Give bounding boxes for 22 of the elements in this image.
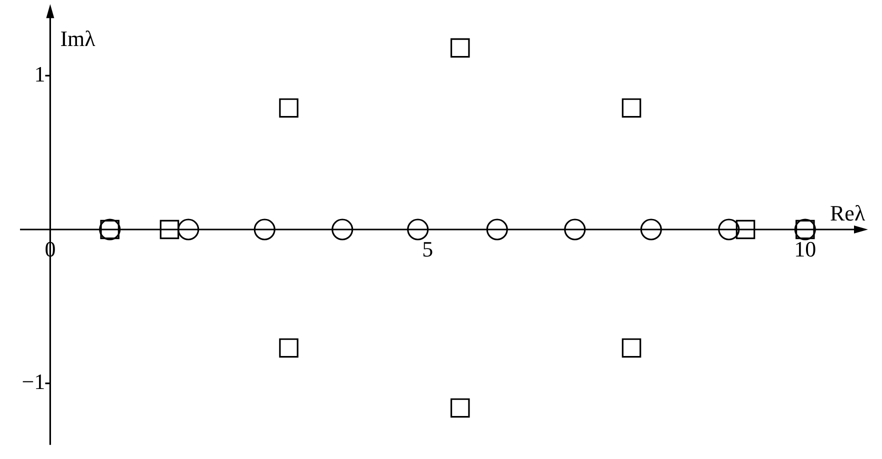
point [178,218,200,240]
point [450,38,470,58]
point [450,398,470,418]
x-tick-label: 5 [422,236,434,262]
point [622,98,642,118]
point [407,218,429,240]
y-tick-label: 1 [34,61,46,86]
y-axis-title: Imλ [60,26,96,51]
point [486,218,508,240]
point [640,218,662,240]
point [279,338,298,358]
point [160,220,180,240]
point [254,218,276,240]
y-tick-label: −1 [22,369,46,394]
point [332,218,354,240]
x-axis-title: Reλ [830,200,866,226]
point [736,220,756,240]
point [279,98,298,118]
point [718,218,740,240]
point [564,218,586,240]
x-tick-label: 10 [794,236,816,262]
point [622,338,642,358]
